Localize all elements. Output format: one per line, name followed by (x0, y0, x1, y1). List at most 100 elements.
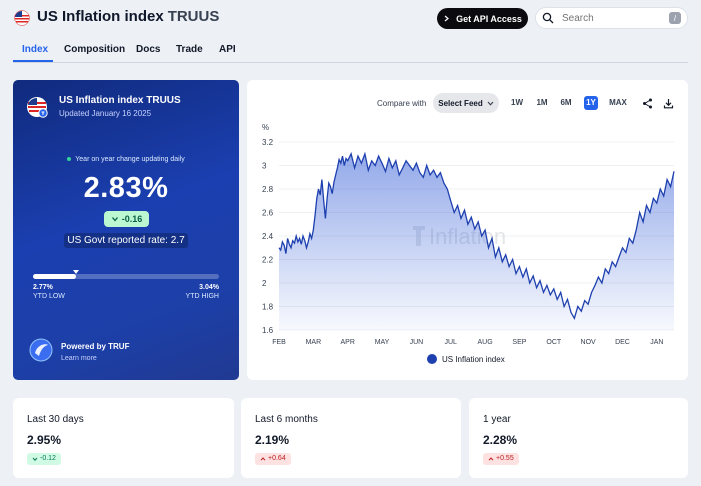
change-badge: -0.16 (104, 211, 149, 227)
stat-change-value: +0.55 (496, 455, 514, 462)
summary-title: US Inflation index TRUUS (59, 95, 181, 106)
y-tick-label: 1.6 (262, 326, 274, 335)
range-1w-button[interactable]: 1W (511, 98, 523, 107)
us-flag-icon (14, 10, 30, 26)
stat-change-badge: +0.64 (255, 453, 291, 465)
search-box[interactable]: / (535, 7, 688, 29)
stat-change-value: -0.12 (40, 455, 56, 462)
powered-by-truf: Powered by TRUF (61, 342, 130, 351)
tab-trade[interactable]: Trade (176, 44, 203, 55)
live-dot-icon (67, 157, 72, 162)
x-tick-label: SEP (512, 339, 526, 346)
range-1y-button[interactable]: 1Y (584, 96, 598, 110)
stat-change-badge: +0.55 (483, 453, 519, 465)
x-tick-label: MAY (375, 339, 390, 346)
y-tick-label: 3 (262, 162, 267, 171)
page-title: US Inflation index TRUUS (37, 8, 219, 25)
series-area (279, 153, 674, 330)
govt-reported-rate: US Govt reported rate: 2.7 (13, 233, 239, 248)
yoy-label: Year on year change updating daily (13, 156, 239, 163)
y-tick-label: 2.6 (262, 209, 274, 218)
summary-updated: Updated January 16 2025 (59, 109, 152, 118)
search-icon (542, 12, 554, 24)
download-icon[interactable] (660, 95, 676, 111)
chart-card: Compare with Select Feed 1W 1M 6M 1Y MAX… (247, 80, 688, 380)
y-tick-label: 2.8 (262, 185, 274, 194)
stat-label: 1 year (483, 414, 511, 425)
share-icon[interactable] (639, 95, 655, 111)
chevron-down-icon (487, 101, 494, 106)
y-tick-label: 1.8 (262, 303, 274, 312)
x-tick-label: JUL (445, 339, 458, 346)
select-feed-label: Select Feed (438, 98, 483, 108)
learn-more-link[interactable]: Learn more (61, 355, 97, 362)
search-shortcut-key: / (669, 12, 681, 24)
chevron-right-icon (444, 15, 449, 22)
govt-rate-text: US Govt reported rate: 2.7 (64, 233, 188, 248)
chevron-up-icon (260, 457, 266, 461)
ytd-high-value: 3.04% (199, 284, 219, 291)
search-input[interactable] (562, 12, 662, 24)
stat-value: 2.28% (483, 433, 518, 447)
y-axis-unit-label: % (262, 123, 269, 132)
change-value: -0.16 (121, 214, 143, 224)
ytd-range-marker (72, 270, 79, 274)
y-tick-label: 2 (262, 279, 267, 288)
active-tab-indicator (13, 60, 53, 62)
stat-card-6-months: Last 6 months 2.19% +0.64 (241, 398, 461, 478)
legend-label: US Inflation index (442, 354, 505, 364)
x-tick-label: MAR (306, 339, 322, 346)
ytd-low-label: YTD LOW (33, 293, 65, 300)
stat-label: Last 6 months (255, 414, 318, 425)
legend-swatch (427, 354, 437, 364)
series-line (278, 151, 675, 320)
stat-value: 2.19% (255, 433, 290, 447)
range-max-button[interactable]: MAX (609, 98, 627, 107)
summary-title-text: US Inflation index (59, 95, 144, 106)
x-tick-label: JUN (410, 339, 424, 346)
stat-label: Last 30 days (27, 414, 84, 425)
page-title-text: US Inflation index (37, 8, 164, 25)
range-1m-button[interactable]: 1M (536, 98, 548, 107)
truf-logo-icon (29, 338, 53, 362)
stat-card-1-year: 1 year 2.28% +0.55 (469, 398, 688, 478)
x-tick-label: OCT (546, 339, 562, 346)
x-tick-label: FEB (272, 339, 286, 346)
x-tick-label: APR (340, 339, 354, 346)
tab-api[interactable]: API (219, 44, 236, 55)
us-flag-badge-icon (27, 97, 48, 118)
current-inflation-value: 2.83% (83, 172, 169, 204)
y-tick-label: 2.4 (262, 232, 274, 241)
yoy-label-text: Year on year change updating daily (75, 156, 185, 163)
y-tick-label: 3.2 (262, 138, 274, 147)
ytd-high-label: YTD HIGH (185, 293, 219, 300)
stat-card-30-days: Last 30 days 2.95% -0.12 (13, 398, 234, 478)
stat-change-value: +0.64 (268, 455, 286, 462)
stat-change-badge: -0.12 (27, 453, 61, 465)
stat-value: 2.95% (27, 433, 62, 447)
get-api-access-button[interactable]: Get API Access (437, 8, 528, 29)
x-tick-label: AUG (478, 339, 493, 346)
page-title-ticker: TRUUS (167, 8, 220, 25)
chevron-down-icon (32, 457, 38, 461)
select-feed-dropdown[interactable]: Select Feed (433, 93, 499, 113)
x-tick-label: NOV (581, 339, 597, 346)
ytd-range-fill (33, 274, 76, 279)
inflation-chart: % Inflation FEBMARAPRMAYJUNJULAUGSEPOCTN… (262, 123, 675, 346)
x-tick-label: DEC (615, 339, 630, 346)
tab-index[interactable]: Index (22, 44, 49, 55)
tab-bar: Index Composition Docs Trade API (13, 41, 688, 63)
chevron-down-icon (111, 217, 118, 222)
index-summary-card: US Inflation index TRUUS Updated January… (13, 80, 239, 380)
range-6m-button[interactable]: 6M (560, 98, 572, 107)
tab-composition[interactable]: Composition (64, 44, 126, 55)
chevron-up-icon (488, 457, 494, 461)
summary-ticker: TRUUS (146, 95, 181, 106)
chart-legend[interactable]: US Inflation index (427, 354, 505, 364)
y-tick-label: 2.2 (262, 256, 274, 265)
get-api-access-label: Get API Access (456, 13, 522, 24)
tab-docs[interactable]: Docs (136, 44, 161, 55)
x-tick-label: JAN (650, 339, 663, 346)
compare-label: Compare with (377, 99, 427, 108)
